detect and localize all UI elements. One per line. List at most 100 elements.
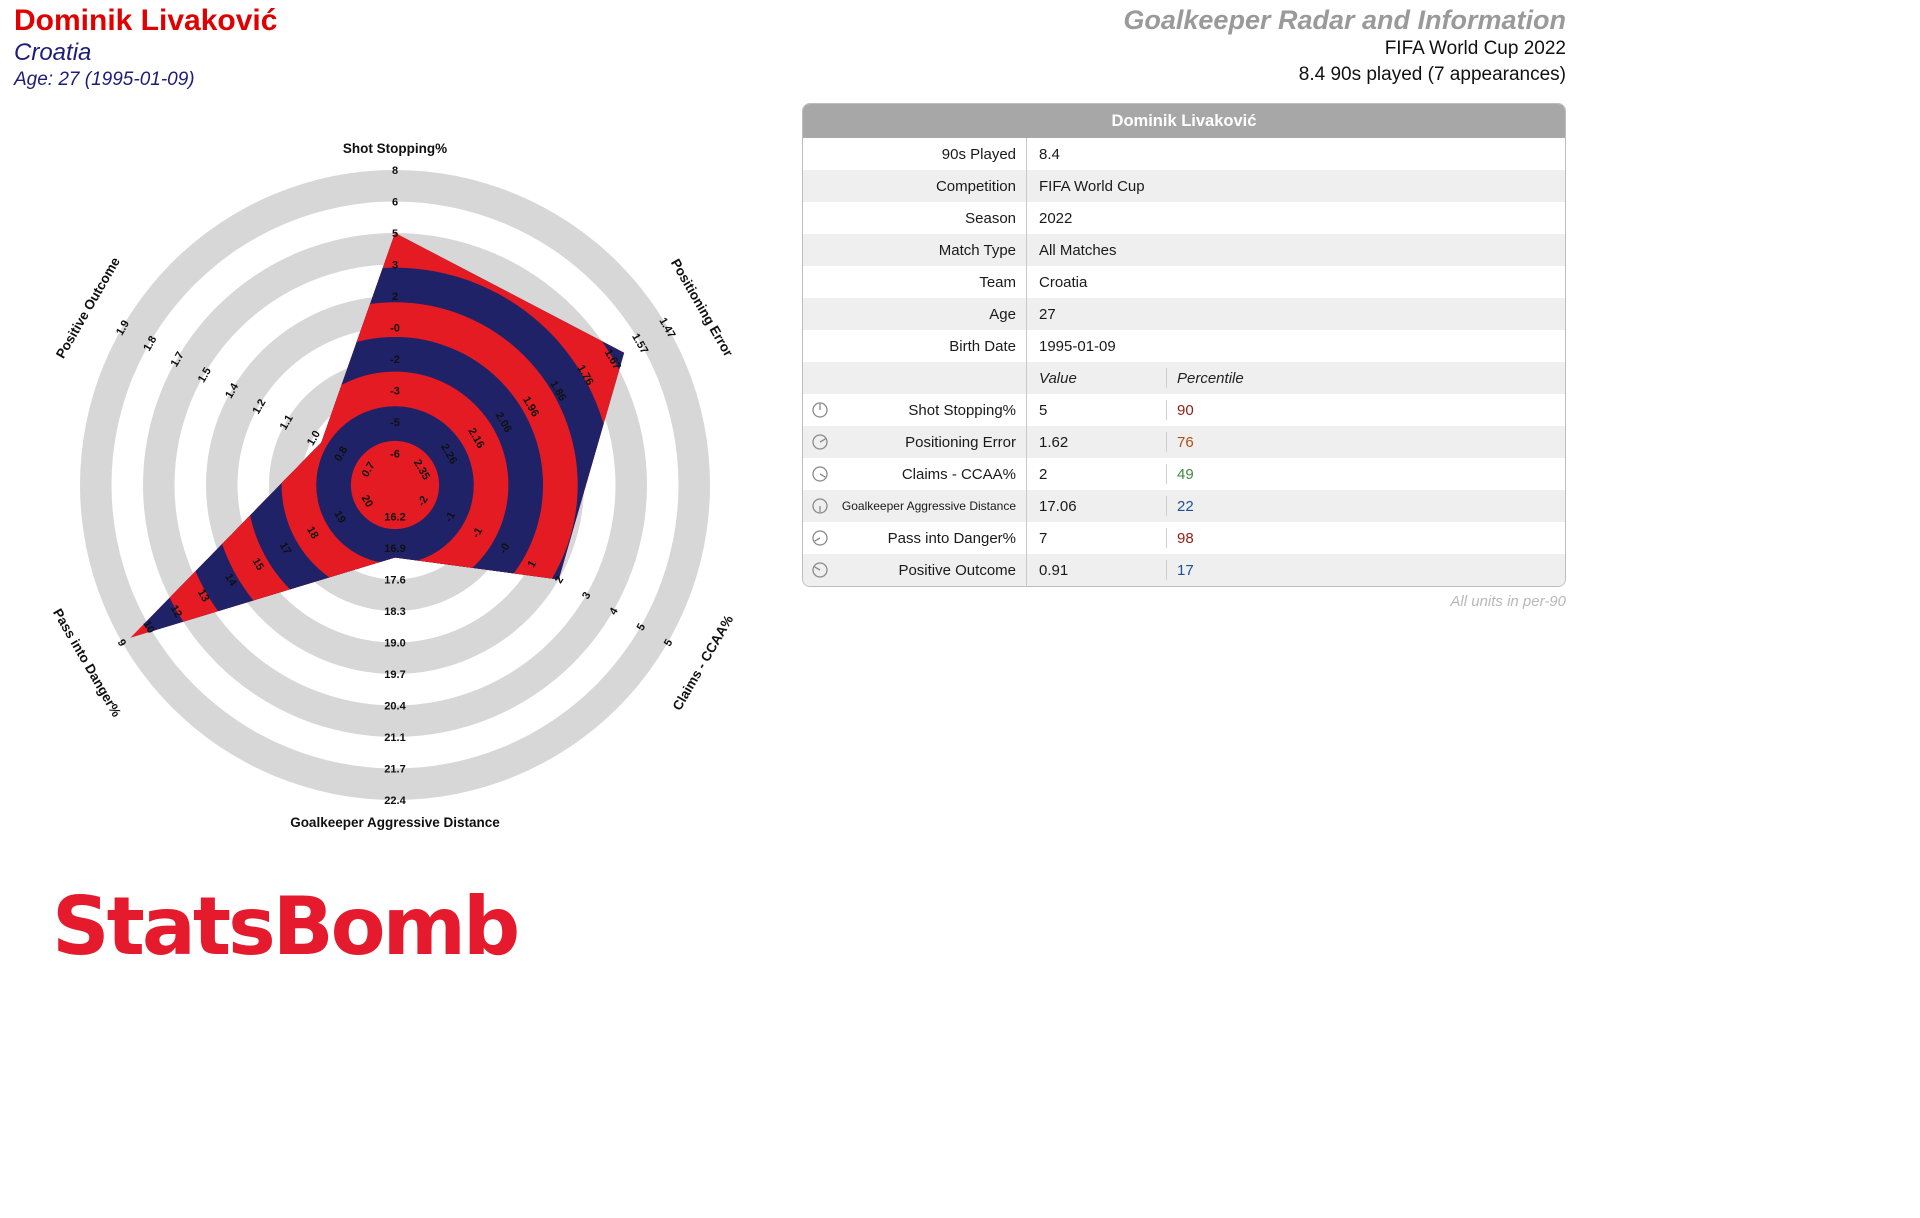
table-body: 90s Played 8.4 Competition FIFA World Cup Se… [803, 138, 1565, 586]
stat-percentile: 17 [1177, 561, 1194, 579]
radar-fill-band [350, 440, 440, 530]
player-header: Dominik Livaković Croatia Age: 27 (1995-… [14, 4, 277, 93]
table-row: Age 27 [803, 298, 1565, 330]
player-name: Dominik Livaković [14, 4, 278, 37]
goalkeeper-radar-chart: 8 6 5 3 2 -0 -2 -3 -5 -6 1.47 1.57 1.67 1.76 1.86 1.96 2… [8, 128, 788, 858]
radar-axis-title: Claims - CCAA% [670, 613, 737, 713]
stat-value: 5 [1039, 401, 1048, 419]
statsbomb-logo: StatsBomb [52, 880, 520, 973]
stat-value: 17.06 [1039, 497, 1077, 515]
radar-axis-upper-left-icon [812, 562, 828, 578]
table-row: Birth Date 1995-01-09 [803, 330, 1565, 362]
player-age-line: Age: 27 (1995-01-09) [14, 69, 195, 91]
radar-tick-label: -5 [390, 417, 400, 429]
report-header: Goalkeeper Radar and Information FIFA Wo… [1123, 4, 1566, 88]
percentile-column-header: Percentile [1177, 369, 1244, 387]
radar-tick-label: 5 [392, 228, 398, 240]
column-separator [1166, 368, 1167, 388]
stat-percentile: 49 [1177, 465, 1194, 483]
info-label: Birth Date [803, 330, 1027, 362]
table-row: Match Type All Matches [803, 234, 1565, 266]
info-value: FIFA World Cup [1039, 177, 1145, 195]
radar-tick-label: 5 [662, 637, 675, 648]
info-value: 8.4 [1039, 145, 1060, 163]
radar-tick-label: 15 [249, 556, 266, 573]
radar-tick-label: 19.0 [384, 638, 405, 650]
table-row: 90s Played 8.4 [803, 138, 1565, 170]
stat-label-cell: Goalkeeper Aggressive Distance [803, 490, 1027, 522]
radar-tick-label: 19 [331, 509, 348, 526]
table-row: Shot Stopping% 5 90 [803, 394, 1565, 426]
table-row: Claims - CCAA% 2 49 [803, 458, 1565, 490]
radar-tick-label: 8 [392, 165, 398, 177]
info-value: 27 [1039, 305, 1056, 323]
column-separator [1166, 464, 1167, 484]
info-label: Match Type [803, 234, 1027, 266]
table-row: Pass into Danger% 7 98 [803, 522, 1565, 554]
radar-axis-lower-right-icon [812, 466, 828, 482]
radar-tick-label: 16.9 [384, 543, 405, 555]
table-row: Season 2022 [803, 202, 1565, 234]
radar-tick-label: 18 [304, 524, 321, 541]
radar-tick-label: 21.1 [384, 732, 405, 744]
stat-label-cell: Positive Outcome [803, 554, 1027, 586]
radar-tick-label: 21.7 [384, 764, 405, 776]
stat-value: 0.91 [1039, 561, 1069, 579]
info-label: Competition [803, 170, 1027, 202]
radar-tick-label: 1 [526, 559, 539, 570]
stat-percentile: 76 [1177, 433, 1194, 451]
radar-tick-label: 5 [635, 622, 648, 633]
player-info-table: Dominik Livaković 90s Played 8.4 Competiti… [802, 103, 1566, 587]
info-value: Croatia [1039, 273, 1088, 291]
empty-cell [803, 362, 1027, 394]
report-title: Goalkeeper Radar and Information [1123, 5, 1566, 35]
radar-tick-label: 20.4 [384, 701, 406, 713]
stat-value: 7 [1039, 529, 1048, 547]
radar-axis-title: Positive Outcome [53, 254, 123, 361]
radar-tick-label: 19.7 [384, 669, 405, 681]
radar-tick-label: 18.3 [384, 606, 405, 618]
radar-tick-label: 2 [553, 574, 566, 585]
radar-tick-label: -6 [390, 449, 400, 461]
report-competition: FIFA World Cup 2022 [1384, 38, 1566, 60]
radar-axis-upper-right-icon [812, 434, 828, 450]
radar-tick-label: 16.2 [384, 512, 405, 524]
info-label: Team [803, 266, 1027, 298]
radar-tick-label: -0 [390, 323, 400, 335]
info-value: All Matches [1039, 241, 1117, 259]
radar-axis-title: Positioning Error [668, 256, 736, 360]
stat-percentile: 98 [1177, 529, 1194, 547]
table-row: Positioning Error 1.62 76 [803, 426, 1565, 458]
stat-label-cell: Pass into Danger% [803, 522, 1027, 554]
radar-tick-label: 9 [115, 637, 128, 648]
info-label: Age [803, 298, 1027, 330]
radar-tick-label: 6 [392, 197, 398, 209]
radar-tick-label: 10 [140, 619, 157, 636]
stat-percentile: 90 [1177, 401, 1194, 419]
stat-label-cell: Claims - CCAA% [803, 458, 1027, 490]
report-appearances: 8.4 90s played (7 appearances) [1298, 64, 1566, 86]
radar-axis-title: Goalkeeper Aggressive Distance [290, 815, 500, 830]
radar-tick-label: 12 [168, 603, 185, 620]
stat-value: 2 [1039, 465, 1048, 483]
column-separator [1166, 400, 1167, 420]
radar-tick-label: 17.6 [384, 575, 405, 587]
info-label: 90s Played [803, 138, 1027, 170]
column-separator [1166, 432, 1167, 452]
radar-tick-label: 20 [359, 493, 376, 510]
stat-label-cell: Positioning Error [803, 426, 1027, 458]
radar-tick-label: 22.4 [384, 795, 406, 807]
info-label: Season [803, 202, 1027, 234]
units-footnote: All units in per-90 [1450, 593, 1566, 610]
stat-percentile: 22 [1177, 497, 1194, 515]
radar-tick-label: 3 [580, 590, 593, 601]
stat-label-cell: Shot Stopping% [803, 394, 1027, 426]
table-row: Positive Outcome 0.91 17 [803, 554, 1565, 586]
radar-tick-label: -3 [390, 386, 400, 398]
column-separator [1166, 496, 1167, 516]
info-value: 2022 [1039, 209, 1073, 227]
radar-tick-label: 3 [392, 260, 398, 272]
radar-tick-label: 17 [277, 540, 294, 557]
column-separator [1166, 528, 1167, 548]
table-row: Competition FIFA World Cup [803, 170, 1565, 202]
